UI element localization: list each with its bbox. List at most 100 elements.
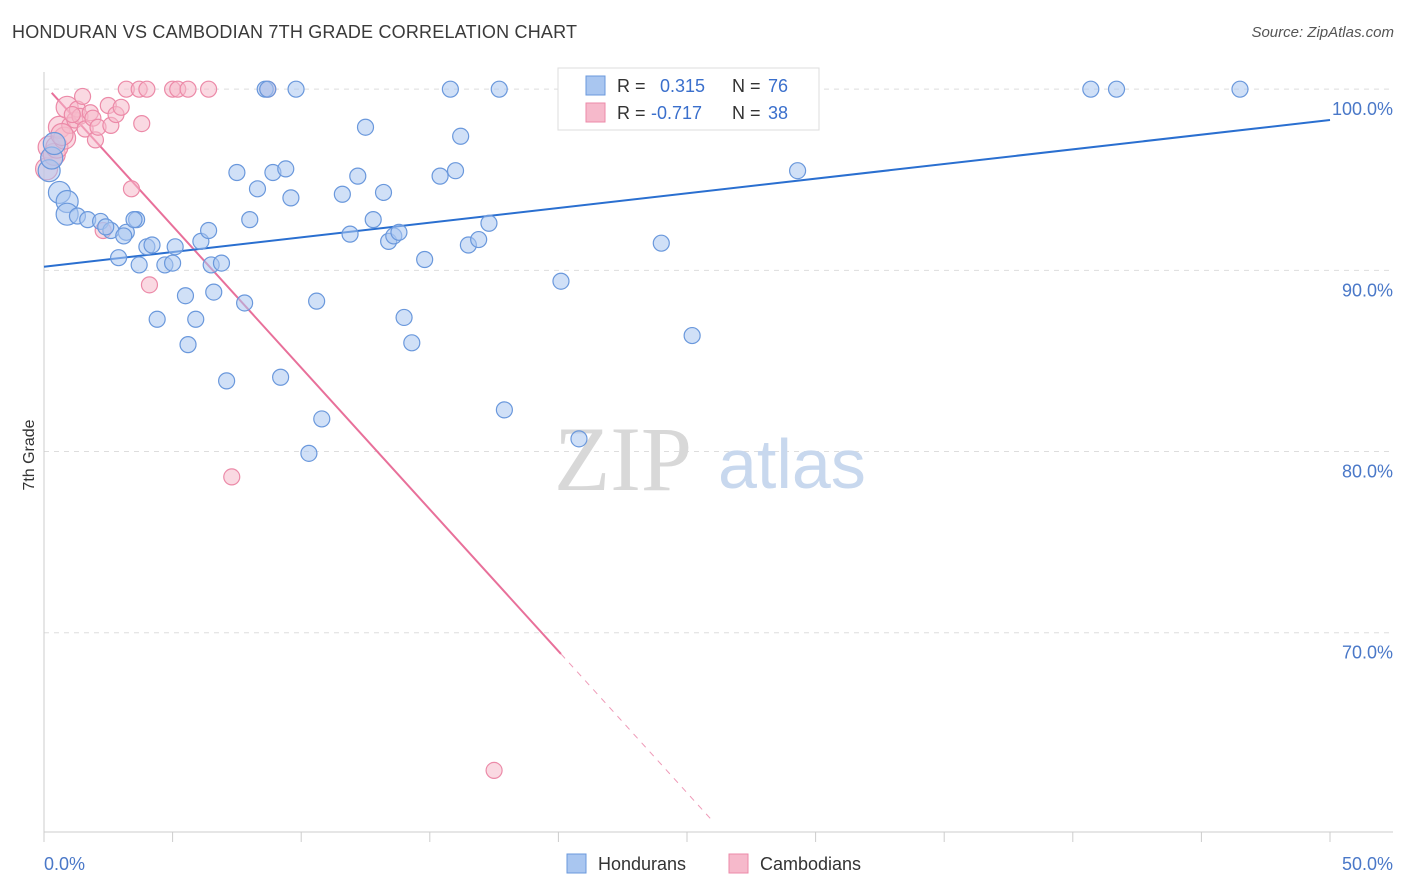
hondurans-point-37[interactable] — [272, 368, 290, 386]
cambodians-point-24[interactable] — [122, 180, 141, 198]
hondurans-point-23[interactable] — [179, 336, 197, 354]
hondurans-point-42[interactable] — [308, 292, 326, 310]
hondurans-point-28[interactable] — [205, 283, 223, 301]
cambodians-point-36[interactable] — [63, 105, 81, 124]
cambodians-point-12[interactable] — [73, 87, 92, 106]
hondurans-point-75[interactable] — [259, 80, 277, 98]
trend-pink-dashed — [560, 653, 714, 822]
hondurans-point-21[interactable] — [166, 238, 184, 256]
hondurans-point-22[interactable] — [176, 287, 195, 305]
hondurans-point-18[interactable] — [148, 310, 166, 328]
hondurans-point-34[interactable] — [248, 180, 267, 198]
watermark: ZIP atlas — [554, 408, 866, 510]
hondurans-point-24[interactable] — [187, 310, 205, 328]
hondurans-point-45[interactable] — [341, 225, 359, 243]
hondurans-point-59[interactable] — [452, 127, 470, 145]
legend-r-label-hondurans: R = — [617, 76, 646, 96]
y-tick-label-3: 70.0% — [1342, 643, 1393, 663]
hondurans-point-12[interactable] — [115, 227, 133, 245]
legend-n-label-hondurans: N = — [732, 76, 761, 96]
series-legend-label-cambodians[interactable]: Cambodians — [760, 854, 861, 874]
hondurans-point-48[interactable] — [364, 211, 382, 229]
hondurans-point-72[interactable] — [1107, 80, 1126, 98]
hondurans-point-41[interactable] — [300, 444, 318, 462]
hondurans-point-2[interactable] — [42, 131, 66, 156]
hondurans-point-31[interactable] — [228, 163, 246, 182]
cambodians-point-32[interactable] — [200, 80, 218, 98]
trend-pink-solid — [50, 92, 562, 655]
stats-legend: R = 0.315 N = 76 R = -0.717 N = 38 — [557, 67, 820, 131]
hondurans-point-74[interactable] — [97, 218, 115, 236]
legend-r-value-hondurans: 0.315 — [660, 76, 705, 96]
cambodians-point-22[interactable] — [112, 98, 130, 116]
hondurans-point-20[interactable] — [164, 254, 182, 272]
hondurans-point-11[interactable] — [109, 249, 128, 267]
trend-blue-solid — [43, 118, 1331, 268]
series-legend-swatch-hondurans[interactable] — [566, 853, 587, 874]
hondurans-point-32[interactable] — [236, 294, 254, 312]
cambodians-point-35[interactable] — [485, 761, 503, 780]
hondurans-point-61[interactable] — [470, 230, 488, 249]
hondurans-point-58[interactable] — [446, 162, 465, 180]
hondurans-point-70[interactable] — [788, 162, 807, 180]
y-axis-label: 7th Grade — [21, 419, 38, 490]
x-tick-label-left: 0.0% — [44, 854, 85, 874]
hondurans-point-54[interactable] — [403, 334, 421, 352]
hondurans-point-67[interactable] — [652, 234, 670, 252]
hondurans-point-57[interactable] — [441, 80, 459, 98]
cambodians-points — [34, 80, 503, 780]
watermark-atlas: atlas — [718, 425, 866, 503]
y-tick-label-1: 90.0% — [1342, 280, 1393, 300]
x-tick-label-right: 50.0% — [1342, 854, 1393, 874]
gridlines — [44, 88, 1393, 634]
series-legend-label-hondurans[interactable]: Hondurans — [598, 854, 686, 874]
hondurans-point-40[interactable] — [287, 80, 305, 98]
legend-r-label-cambodians: R = — [617, 103, 646, 123]
series-legend-swatch-cambodians[interactable] — [728, 853, 749, 874]
cambodians-point-27[interactable] — [138, 80, 156, 98]
hondurans-point-29[interactable] — [212, 254, 231, 272]
cambodians-point-26[interactable] — [133, 114, 151, 133]
hondurans-point-66[interactable] — [570, 430, 588, 448]
legend-n-value-cambodians: 38 — [768, 103, 788, 123]
hondurans-point-33[interactable] — [241, 211, 259, 229]
hondurans-point-15[interactable] — [130, 256, 148, 274]
legend-r-value-cambodians: -0.717 — [651, 103, 702, 123]
hondurans-point-46[interactable] — [349, 167, 367, 185]
hondurans-point-14[interactable] — [125, 211, 143, 229]
hondurans-point-17[interactable] — [143, 236, 161, 254]
hondurans-point-52[interactable] — [390, 223, 408, 241]
hondurans-point-38[interactable] — [277, 160, 295, 178]
hondurans-points — [37, 80, 1249, 462]
chart-title: HONDURAN VS CAMBODIAN 7TH GRADE CORRELAT… — [12, 22, 578, 42]
hondurans-point-39[interactable] — [282, 189, 300, 207]
hondurans-point-71[interactable] — [1082, 80, 1100, 98]
source-label[interactable]: Source: ZipAtlas.com — [1251, 24, 1394, 41]
hondurans-point-56[interactable] — [431, 167, 449, 185]
hondurans-point-53[interactable] — [395, 308, 413, 327]
hondurans-point-68[interactable] — [683, 326, 701, 345]
watermark-zip: ZIP — [554, 408, 692, 510]
hondurans-point-49[interactable] — [374, 183, 393, 202]
legend-swatch-hondurans — [585, 75, 606, 96]
axes — [43, 72, 1393, 842]
y-tick-label-2: 80.0% — [1342, 462, 1393, 482]
hondurans-point-64[interactable] — [495, 401, 513, 419]
hondurans-point-55[interactable] — [416, 250, 434, 269]
series-legend: Hondurans Cambodians — [566, 853, 861, 874]
hondurans-point-44[interactable] — [333, 185, 351, 203]
hondurans-point-65[interactable] — [552, 272, 570, 290]
hondurans-point-73[interactable] — [1231, 80, 1249, 98]
hondurans-point-43[interactable] — [313, 410, 331, 428]
cambodians-point-28[interactable] — [140, 276, 159, 294]
hondurans-point-30[interactable] — [218, 372, 236, 390]
hondurans-point-62[interactable] — [480, 214, 498, 232]
hondurans-point-26[interactable] — [200, 221, 218, 240]
hondurans-point-63[interactable] — [490, 80, 508, 98]
hondurans-point-47[interactable] — [356, 118, 375, 136]
cambodians-point-33[interactable] — [223, 468, 241, 486]
cambodians-point-31[interactable] — [179, 80, 197, 98]
legend-n-label-cambodians: N = — [732, 103, 761, 123]
y-tick-labels: 100.0% 90.0% 80.0% 70.0% — [1332, 99, 1393, 663]
